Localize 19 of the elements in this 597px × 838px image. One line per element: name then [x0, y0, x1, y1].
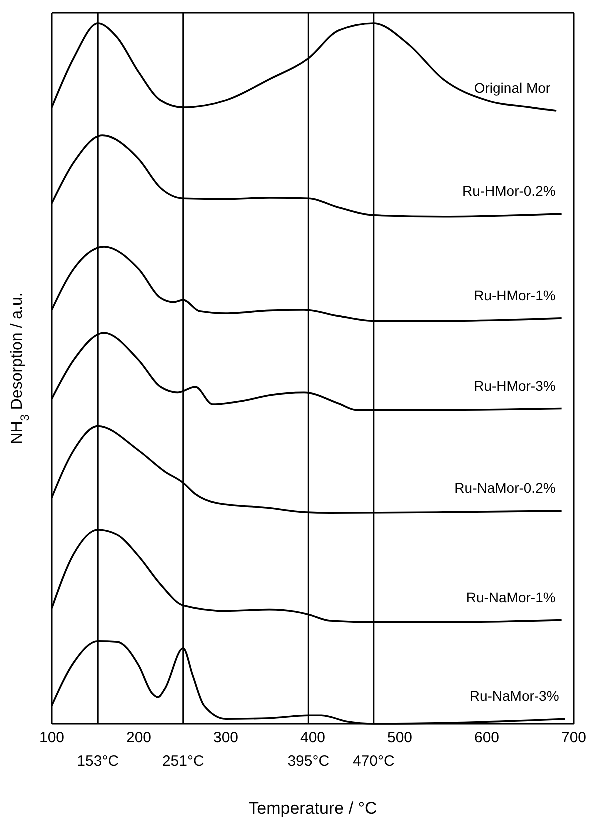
ref-line-label: 395°C — [288, 753, 330, 770]
series-label: Ru-NaMor-3% — [470, 688, 560, 704]
series-label: Ru-HMor-1% — [474, 287, 556, 304]
x-tick-label: 400 — [300, 730, 326, 747]
ref-line-label: 470°C — [352, 753, 395, 770]
ref-line-label: 251°C — [162, 753, 204, 770]
series-label: Ru-NaMor-0.2% — [454, 480, 556, 496]
x-tick-label: 500 — [387, 730, 413, 747]
series-label: Ru-HMor-3% — [474, 378, 556, 394]
x-tick-label: 700 — [561, 730, 587, 747]
x-tick-label: 200 — [126, 730, 152, 747]
ref-line-label: 153°C — [77, 753, 120, 770]
series-label: Original Mor — [474, 80, 551, 96]
series-label: Ru-NaMor-1% — [466, 589, 556, 606]
series-label: Ru-HMor-0.2% — [462, 183, 556, 200]
x-tick-label: 600 — [474, 730, 500, 747]
x-axis-title: Temperature / °C — [248, 799, 378, 818]
x-tick-label: 100 — [39, 730, 65, 747]
x-tick-label: 300 — [213, 730, 239, 747]
